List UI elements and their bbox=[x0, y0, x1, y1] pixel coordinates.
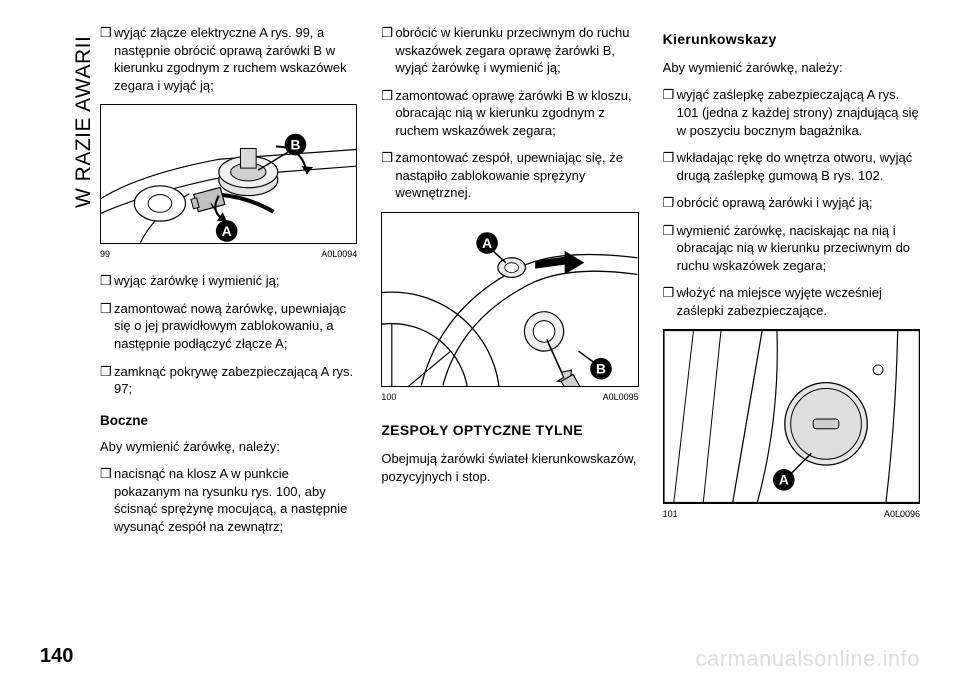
bullet: ❒ wkładając rękę do wnętrza otworu, wyją… bbox=[663, 149, 920, 184]
bullet-mark: ❒ bbox=[100, 300, 114, 353]
callout-b: B bbox=[596, 362, 606, 377]
column-3: Kierunkowskazy Aby wymienić żarówkę, nal… bbox=[663, 24, 920, 624]
heading-kierunkowskazy: Kierunkowskazy bbox=[663, 30, 920, 49]
figure-number: 99 bbox=[100, 248, 110, 260]
watermark: carmanualsonline.info bbox=[695, 646, 920, 672]
bullet-text: wymienić żarówkę, naciskając na nią i ob… bbox=[677, 222, 920, 275]
figure-100-caption: 100 A0L0095 bbox=[381, 391, 638, 403]
bullet-mark: ❒ bbox=[663, 222, 677, 275]
figure-99: B A bbox=[100, 104, 357, 244]
manual-page: W RAZIE AWARII ❒ wyjąć złącze elektryczn… bbox=[0, 0, 960, 686]
bullet-mark: ❒ bbox=[663, 149, 677, 184]
callout-a: A bbox=[779, 473, 789, 488]
bullet-text: nacisnąć na klosz A w punkcie pokazanym … bbox=[114, 465, 357, 535]
column-1: ❒ wyjąć złącze elektryczne A rys. 99, a … bbox=[100, 24, 357, 624]
bullet-text: zamontować nową żarówkę, upewniając się … bbox=[114, 300, 357, 353]
bullet-mark: ❒ bbox=[381, 24, 395, 77]
bullet-mark: ❒ bbox=[663, 284, 677, 319]
figure-99-caption: 99 A0L0094 bbox=[100, 248, 357, 260]
bullet: ❒ obrócić oprawą żarówki i wyjąć ją; bbox=[663, 194, 920, 212]
bullet-mark: ❒ bbox=[663, 194, 677, 212]
figure-101: A bbox=[663, 329, 920, 504]
bullet-text: obrócić w kierunku przeciwnym do ruchu w… bbox=[395, 24, 638, 77]
bullet: ❒ zamontować zespół, upewniając się, że … bbox=[381, 149, 638, 202]
page-number: 140 bbox=[40, 645, 73, 668]
bullet-mark: ❒ bbox=[100, 272, 114, 290]
bullet: ❒ zamknąć pokrywę zabezpieczającą A rys.… bbox=[100, 363, 357, 398]
bullet: ❒ włożyć na miejsce wyjęte wcześniej zaś… bbox=[663, 284, 920, 319]
bullet-mark: ❒ bbox=[663, 86, 677, 139]
paragraph: Aby wymienić żarówkę, należy: bbox=[663, 59, 920, 77]
figure-101-caption: 101 A0L0096 bbox=[663, 508, 920, 520]
figure-number: 100 bbox=[381, 391, 396, 403]
figure-code: A0L0095 bbox=[603, 391, 639, 403]
paragraph: Obejmują żarówki świateł kierunkowskazów… bbox=[381, 450, 638, 485]
section-tab: W RAZIE AWARII bbox=[72, 36, 96, 208]
bullet-text: wyjąć zaślepkę zabezpieczającą A rys. 10… bbox=[677, 86, 920, 139]
bullet-text: zamknąć pokrywę zabezpieczającą A rys. 9… bbox=[114, 363, 357, 398]
bullet-mark: ❒ bbox=[100, 465, 114, 535]
bullet-text: zamontować oprawę żarówki B w kloszu, ob… bbox=[395, 87, 638, 140]
figure-code: A0L0094 bbox=[321, 248, 357, 260]
bullet: ❒ wyjąć złącze elektryczne A rys. 99, a … bbox=[100, 24, 357, 94]
bullet-mark: ❒ bbox=[381, 87, 395, 140]
bullet-text: wkładając rękę do wnętrza otworu, wyjąć … bbox=[677, 149, 920, 184]
column-2: ❒ obrócić w kierunku przeciwnym do ruchu… bbox=[381, 24, 638, 624]
bullet-mark: ❒ bbox=[381, 149, 395, 202]
bullet-text: obrócić oprawą żarówki i wyjąć ją; bbox=[677, 194, 920, 212]
bullet-mark: ❒ bbox=[100, 363, 114, 398]
bullet-text: zamontować zespół, upewniając się, że na… bbox=[395, 149, 638, 202]
figure-number: 101 bbox=[663, 508, 678, 520]
bullet-text: wyjąć złącze elektryczne A rys. 99, a na… bbox=[114, 24, 357, 94]
figure-100: A B bbox=[381, 212, 638, 387]
bullet: ❒ nacisnąć na klosz A w punkcie pokazany… bbox=[100, 465, 357, 535]
bullet: ❒ zamontować nową żarówkę, upewniając si… bbox=[100, 300, 357, 353]
bullet: ❒ zamontować oprawę żarówki B w kloszu, … bbox=[381, 87, 638, 140]
bullet: ❒ obrócić w kierunku przeciwnym do ruchu… bbox=[381, 24, 638, 77]
heading-zespoly: ZESPOŁY OPTYCZNE TYLNE bbox=[381, 421, 638, 440]
bullet-text: wyjąc żarówkę i wymienić ją; bbox=[114, 272, 357, 290]
figure-code: A0L0096 bbox=[884, 508, 920, 520]
bullet-text: włożyć na miejsce wyjęte wcześniej zaśle… bbox=[677, 284, 920, 319]
bullet-mark: ❒ bbox=[100, 24, 114, 94]
callout-a: A bbox=[222, 224, 232, 239]
callout-a: A bbox=[482, 236, 492, 251]
paragraph: Aby wymienić żarówkę, należy: bbox=[100, 438, 357, 456]
callout-b: B bbox=[290, 138, 300, 153]
heading-boczne: Boczne bbox=[100, 412, 357, 430]
bullet: ❒ wyjąc żarówkę i wymienić ją; bbox=[100, 272, 357, 290]
bullet: ❒ wymienić żarówkę, naciskając na nią i … bbox=[663, 222, 920, 275]
columns: ❒ wyjąć złącze elektryczne A rys. 99, a … bbox=[100, 24, 920, 624]
bullet: ❒ wyjąć zaślepkę zabezpieczającą A rys. … bbox=[663, 86, 920, 139]
